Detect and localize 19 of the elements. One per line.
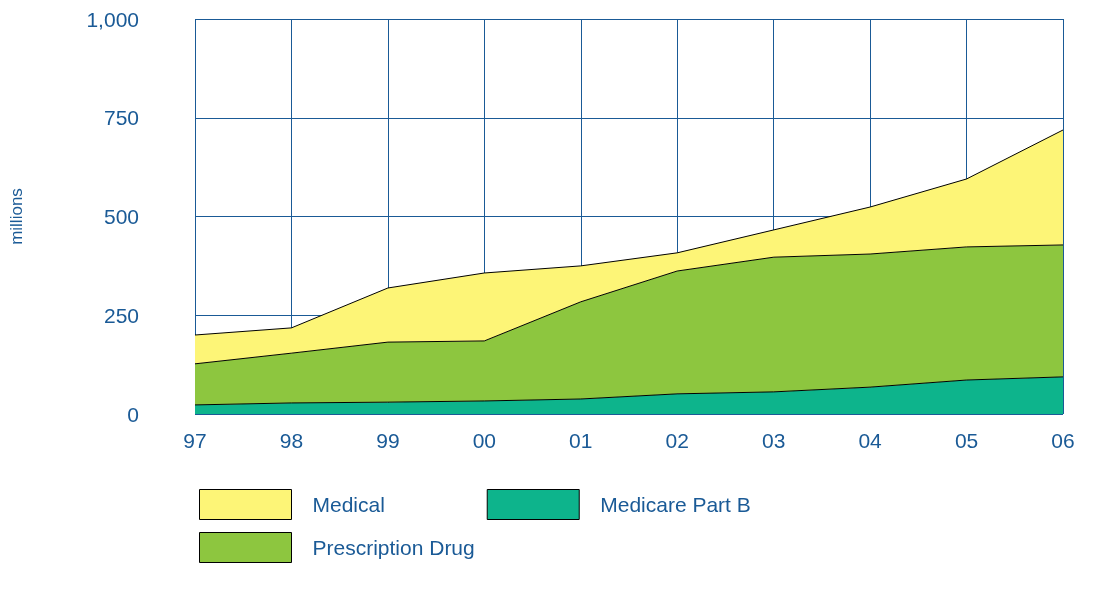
y-tick-label: 750 xyxy=(103,106,139,130)
y-axis-title: millions xyxy=(7,188,26,245)
x-tick-label: 04 xyxy=(858,429,883,452)
legend-label: Prescription Drug xyxy=(312,536,475,559)
x-tick-label: 02 xyxy=(665,429,689,452)
x-tick-label: 05 xyxy=(954,429,979,452)
y-tick-label: 1,000 xyxy=(86,7,139,31)
x-tick-label: 00 xyxy=(472,429,497,452)
y-tick-label: 500 xyxy=(103,205,139,228)
legend-label: Medical xyxy=(312,493,385,516)
x-tick-label: 99 xyxy=(376,429,400,452)
x-tick-label: 01 xyxy=(569,429,593,452)
y-tick-label: 0 xyxy=(127,402,139,426)
x-tick-label: 98 xyxy=(279,429,304,452)
legend-label: Medicare Part B xyxy=(600,493,751,516)
x-tick-label: 06 xyxy=(1051,429,1075,452)
x-tick-label: 97 xyxy=(183,429,207,452)
y-tick-label: 250 xyxy=(103,303,139,327)
x-tick-label: 03 xyxy=(761,429,786,452)
